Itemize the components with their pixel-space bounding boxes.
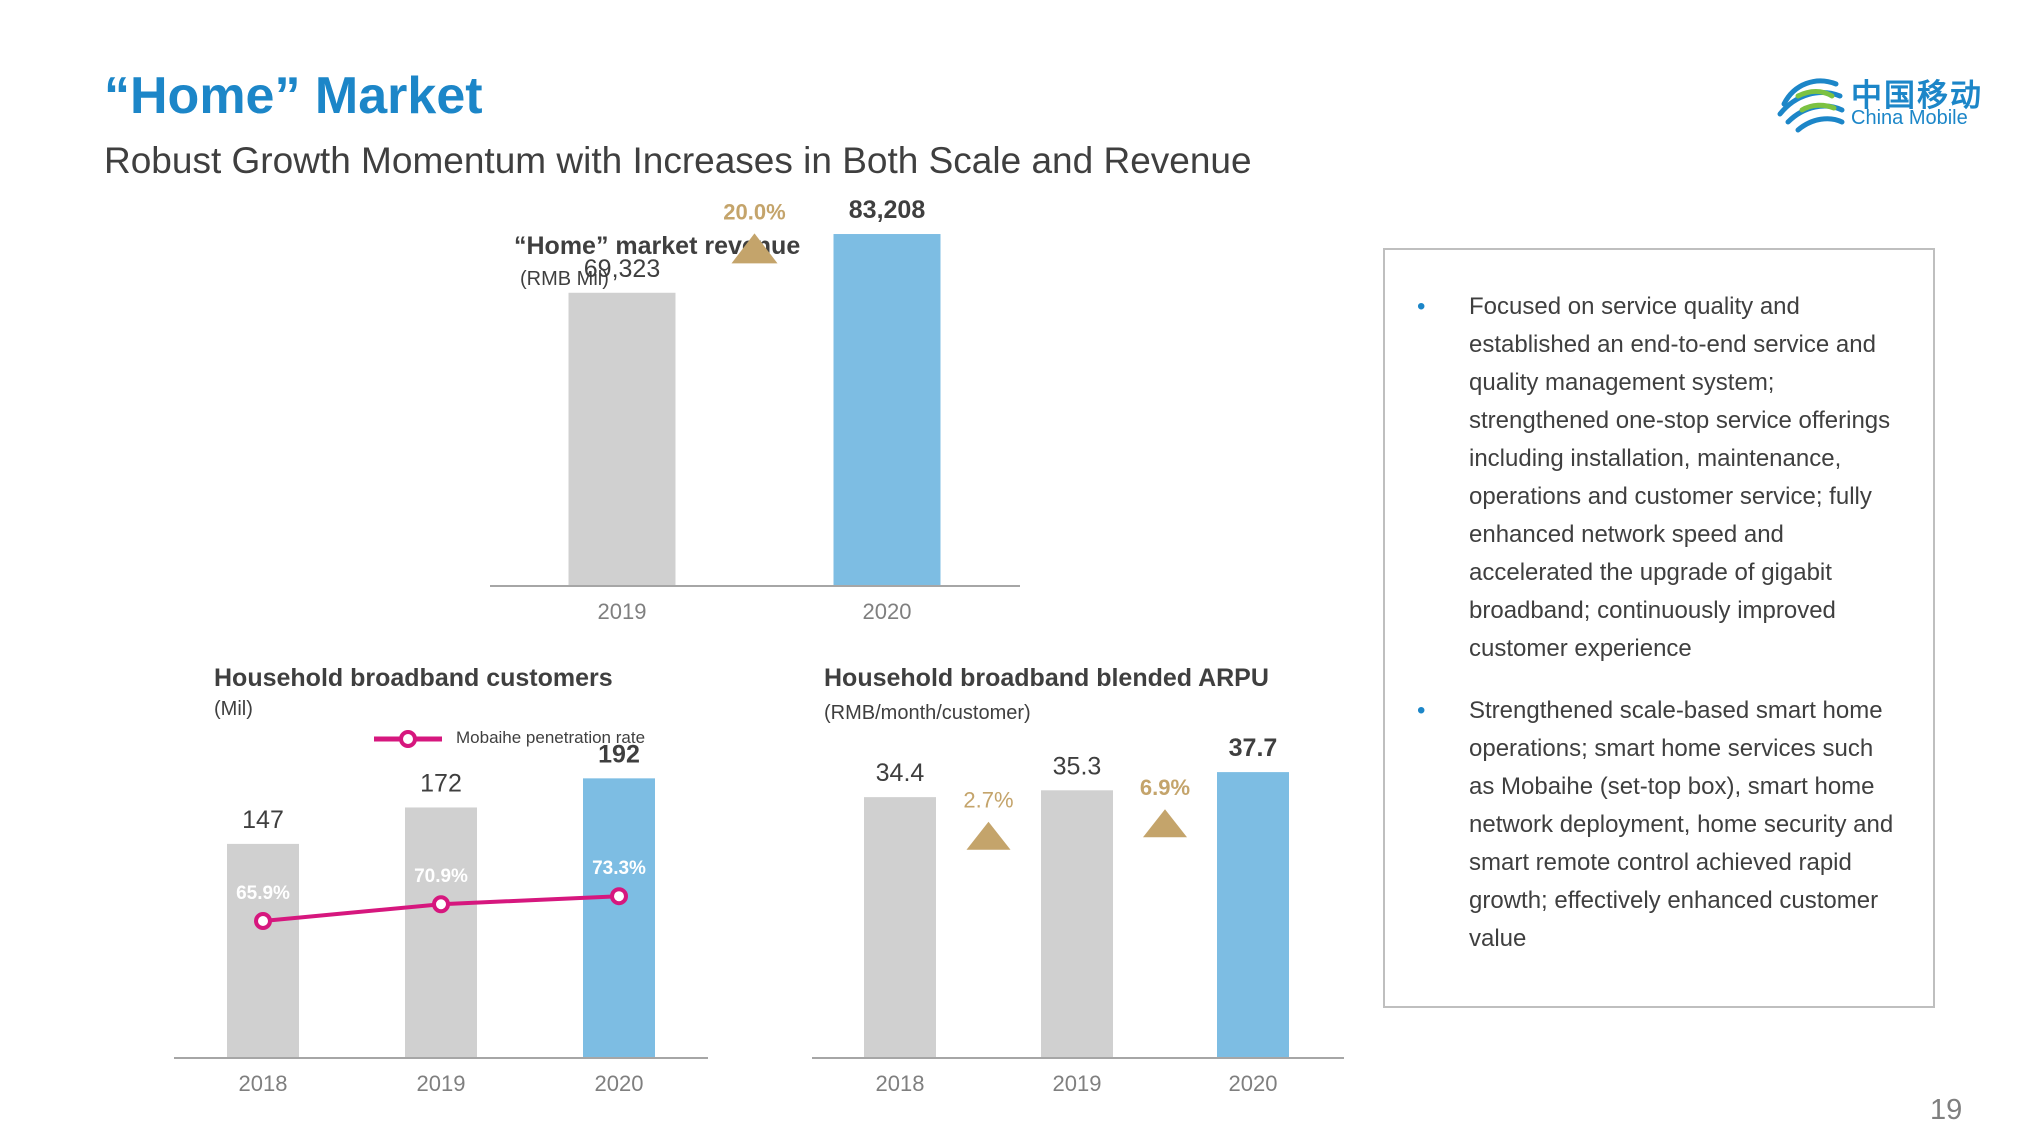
customers-penetration-label: 73.3% bbox=[592, 858, 646, 879]
summary-panel: • Focused on service quality and establis… bbox=[1383, 248, 1935, 1008]
logo-english-text: China Mobile bbox=[1851, 107, 1968, 129]
customers-tick-label: 2020 bbox=[595, 1071, 644, 1096]
arpu-growth-triangle-icon bbox=[966, 821, 1011, 850]
customers-penetration-point bbox=[432, 895, 450, 914]
customers-bar bbox=[227, 843, 299, 1058]
customers-value-label: 147 bbox=[242, 806, 284, 834]
summary-bullet: • Strengthened scale-based smart home ope… bbox=[1385, 692, 1897, 958]
revenue-growth-label: 20.0% bbox=[723, 199, 785, 224]
customers-penetration-label: 65.9% bbox=[236, 883, 290, 904]
customers-bar bbox=[405, 807, 477, 1058]
bullet-dot-icon: • bbox=[1417, 293, 1426, 320]
china-mobile-logo-icon bbox=[1777, 78, 1845, 133]
arpu-bar bbox=[1217, 772, 1289, 1058]
bullet-dot-icon: • bbox=[1417, 697, 1426, 724]
customers-tick-label: 2018 bbox=[239, 1071, 288, 1096]
customers-penetration-label: 70.9% bbox=[414, 866, 468, 887]
revenue-bar bbox=[833, 234, 941, 587]
revenue-chart-unit: (RMB Mil) bbox=[520, 268, 609, 290]
customers-bar bbox=[583, 778, 655, 1058]
customers-tick-label: 2019 bbox=[417, 1071, 466, 1096]
arpu-value-label: 37.7 bbox=[1229, 734, 1278, 762]
legend-penetration-marker bbox=[374, 730, 442, 748]
customers-value-label: 192 bbox=[598, 740, 640, 768]
revenue-value-label: 83,208 bbox=[849, 196, 926, 224]
customers-chart-unit: (Mil) bbox=[214, 698, 253, 720]
legend-penetration-label: Mobaihe penetration rate bbox=[456, 728, 646, 747]
arpu-bar bbox=[1041, 790, 1113, 1058]
arpu-tick-label: 2018 bbox=[876, 1071, 925, 1096]
revenue-tick-label: 2020 bbox=[863, 599, 912, 624]
revenue-value-label: 69,323 bbox=[584, 255, 660, 283]
revenue-tick-label: 2019 bbox=[598, 599, 647, 624]
arpu-tick-label: 2020 bbox=[1229, 1071, 1278, 1096]
logo-chinese-text: 中国移动 bbox=[1851, 78, 1983, 113]
arpu-value-label: 35.3 bbox=[1053, 752, 1102, 780]
arpu-chart-title: Household broadband blended ARPU bbox=[824, 664, 1269, 692]
summary-bullet-text: Focused on service quality and establish… bbox=[1469, 293, 1891, 662]
customers-penetration-point bbox=[254, 911, 272, 930]
customers-penetration-point bbox=[610, 887, 628, 906]
summary-bullet-text: Strengthened scale-based smart home oper… bbox=[1469, 697, 1894, 952]
summary-bullet: • Focused on service quality and establis… bbox=[1385, 288, 1897, 668]
arpu-tick-label: 2019 bbox=[1053, 1071, 1102, 1096]
customers-value-label: 172 bbox=[420, 769, 462, 797]
page-subtitle: Robust Growth Momentum with Increases in… bbox=[104, 140, 1252, 181]
customers-chart-title: Household broadband customers bbox=[214, 664, 613, 692]
arpu-growth-label: 2.7% bbox=[963, 788, 1013, 813]
arpu-bar bbox=[864, 797, 936, 1058]
page-number: 19 bbox=[1930, 1094, 1963, 1126]
arpu-value-label: 34.4 bbox=[876, 759, 925, 787]
arpu-growth-label: 6.9% bbox=[1140, 775, 1190, 800]
arpu-chart-unit: (RMB/month/customer) bbox=[824, 702, 1031, 724]
arpu-growth-triangle-icon bbox=[1143, 809, 1187, 838]
revenue-bar bbox=[568, 292, 676, 586]
revenue-growth-triangle-icon bbox=[731, 233, 778, 264]
page-title: “Home” Market bbox=[104, 67, 483, 125]
